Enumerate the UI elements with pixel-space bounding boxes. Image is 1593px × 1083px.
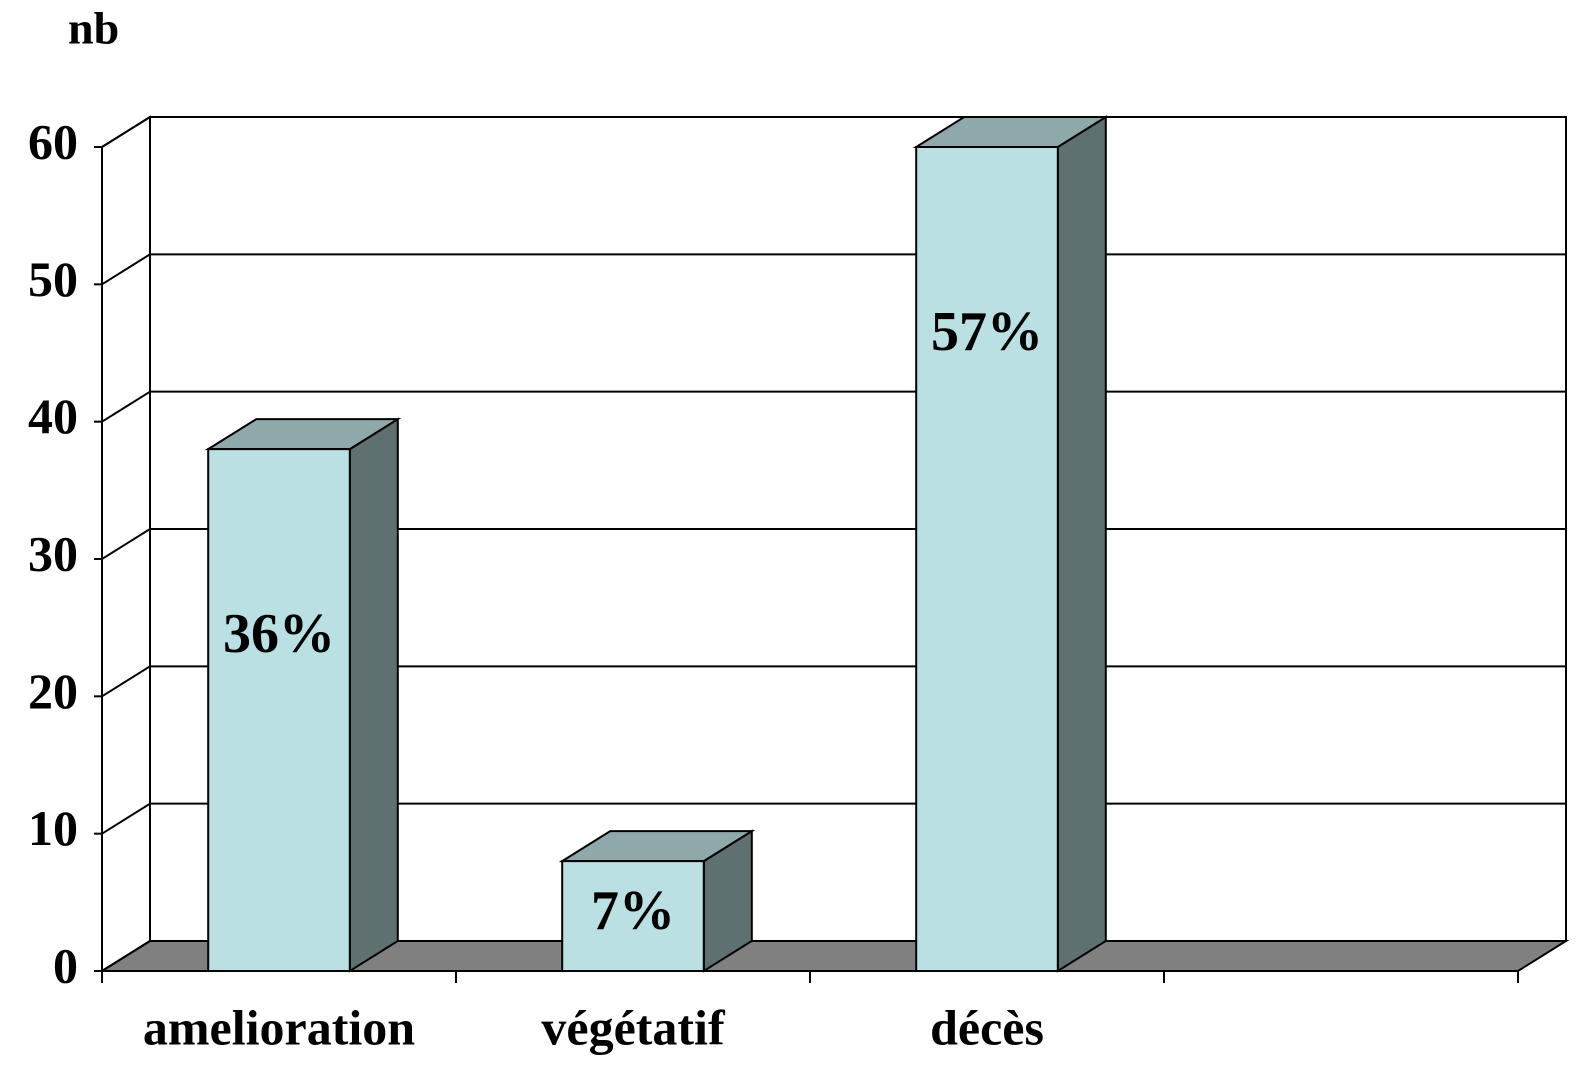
grid-line bbox=[101, 665, 151, 698]
x-tick-label: amelioration bbox=[143, 999, 415, 1055]
bar-annotation: 7% bbox=[591, 880, 675, 942]
grid-line bbox=[101, 940, 151, 972]
y-tick-label: 0 bbox=[53, 937, 78, 993]
x-tick-label: végétatif bbox=[541, 999, 726, 1055]
y-tick-label: 20 bbox=[28, 663, 78, 719]
y-tick-label: 60 bbox=[28, 113, 78, 169]
bar bbox=[915, 146, 1059, 972]
y-tick-label: 10 bbox=[28, 800, 78, 856]
bar bbox=[207, 448, 351, 972]
y-tick-label: 40 bbox=[28, 388, 78, 444]
bar-side bbox=[1056, 115, 1107, 973]
y-tick-label: 30 bbox=[28, 525, 78, 581]
bar-side bbox=[348, 417, 399, 973]
grid-line bbox=[101, 802, 151, 835]
grid-line bbox=[101, 116, 151, 148]
bar-annotation: 36% bbox=[223, 603, 335, 665]
bar bbox=[561, 860, 705, 973]
grid-line bbox=[101, 253, 151, 286]
x-tick-label: décès bbox=[930, 999, 1044, 1055]
y-tick-label: 50 bbox=[28, 251, 78, 307]
y-axis-label: nb bbox=[68, 3, 119, 54]
grid-line bbox=[101, 528, 151, 560]
bar-annotation: 57% bbox=[931, 301, 1043, 363]
grid-line bbox=[101, 390, 151, 423]
